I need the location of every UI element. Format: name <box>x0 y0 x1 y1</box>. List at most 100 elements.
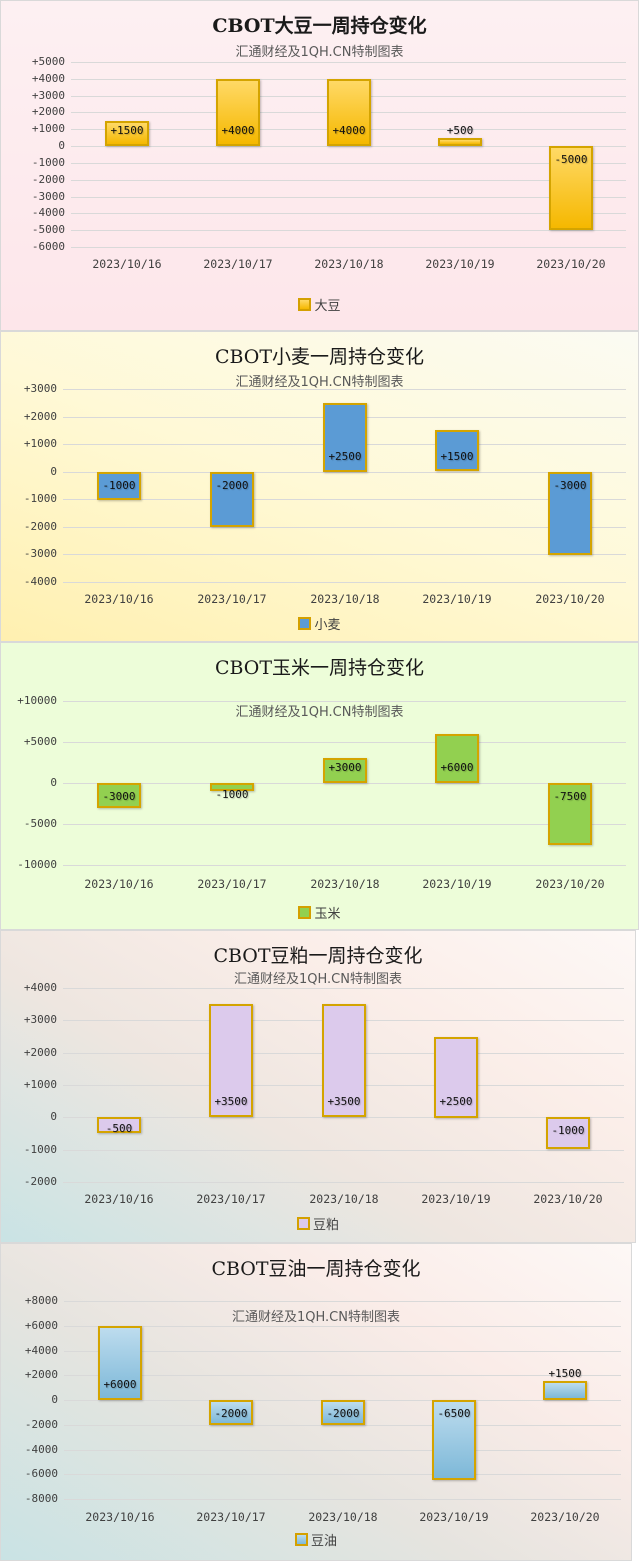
data-label: +6000 <box>103 1378 137 1391</box>
chart-title: CBOT小麦一周持仓变化 <box>214 346 425 368</box>
data-label: +4000 <box>221 124 255 137</box>
x-axis-tick: 2023/10/18 <box>310 877 380 891</box>
y-axis-tick: +2000 <box>24 1368 58 1381</box>
chart-title: CBOT豆粕一周持仓变化 <box>213 945 423 967</box>
y-axis-tick: 0 <box>50 1110 57 1123</box>
data-label: -2000 <box>214 1407 248 1420</box>
bar[interactable] <box>549 146 593 230</box>
x-axis-tick: 2023/10/19 <box>421 1192 491 1206</box>
data-label: +3500 <box>327 1095 361 1108</box>
gridline <box>71 146 626 147</box>
bar[interactable] <box>97 1117 141 1133</box>
data-label: -6500 <box>437 1407 471 1420</box>
legend-swatch-icon <box>298 298 312 311</box>
bar[interactable] <box>548 783 592 845</box>
chart-subtitle: 汇通财经及1QH.CN特制图表 <box>235 375 404 390</box>
bar[interactable] <box>323 758 367 783</box>
chart-legend[interactable]: 大豆 <box>1 295 638 314</box>
gridline <box>63 472 626 473</box>
y-axis-tick: -2000 <box>23 520 57 533</box>
x-axis-tick: 2023/10/18 <box>308 1510 378 1524</box>
x-axis-tick: 2023/10/17 <box>203 257 273 271</box>
gridline <box>63 742 626 743</box>
bar[interactable] <box>322 1004 366 1117</box>
legend-label: 豆粕 <box>312 1218 339 1233</box>
chart-panel-2: CBOT小麦一周持仓变化汇通财经及1QH.CN特制图表 +3000 +2000 +10… <box>0 331 639 642</box>
gridline <box>71 62 626 63</box>
bar[interactable] <box>210 472 254 527</box>
data-label: +6000 <box>440 761 474 774</box>
data-label: -5000 <box>554 153 588 166</box>
chart-panel-3: CBOT玉米一周持仓变化 汇通财经及1QH.CN特制图表 +10000 +5000 0 -… <box>0 642 639 930</box>
gridline <box>64 1474 621 1475</box>
y-axis-tick: 0 <box>51 1393 58 1406</box>
legend-label: 豆油 <box>310 1534 337 1549</box>
x-axis-tick: 2023/10/16 <box>84 877 154 891</box>
x-axis-tick: 2023/10/19 <box>425 257 495 271</box>
x-axis-tick: 2023/10/16 <box>84 592 154 606</box>
bar[interactable] <box>210 783 254 791</box>
bar[interactable] <box>97 783 141 808</box>
gridline <box>63 701 626 702</box>
gridline <box>63 1117 624 1118</box>
chart-subtitle: 汇通财经及1QH.CN特制图表 <box>234 972 402 987</box>
bar[interactable] <box>98 1326 142 1400</box>
x-axis-tick: 2023/10/16 <box>84 1192 154 1206</box>
gridline <box>63 499 626 500</box>
bar[interactable] <box>543 1381 587 1400</box>
bar[interactable] <box>546 1117 590 1149</box>
bar[interactable] <box>97 472 141 500</box>
gridline <box>64 1326 621 1327</box>
bar[interactable] <box>327 79 371 146</box>
y-axis-tick: +5000 <box>23 735 57 748</box>
y-axis-tick: +1000 <box>31 122 65 135</box>
bar[interactable] <box>209 1400 253 1425</box>
y-axis-tick: -4000 <box>31 206 65 219</box>
y-axis-tick: +1000 <box>23 437 57 450</box>
gridline <box>63 527 626 528</box>
bar[interactable] <box>434 1037 478 1118</box>
bar[interactable] <box>209 1004 253 1117</box>
chart-subtitle: 汇通财经及1QH.CN特制图表 <box>235 45 404 60</box>
chart-legend[interactable]: 豆粕 <box>1 1214 635 1233</box>
x-axis-tick: 2023/10/20 <box>536 257 606 271</box>
x-axis-tick: 2023/10/16 <box>85 1510 155 1524</box>
y-axis-tick: -1000 <box>23 1143 57 1156</box>
x-axis-tick: 2023/10/16 <box>92 257 162 271</box>
chart-subtitle: 汇通财经及1QH.CN特制图表 <box>232 1310 400 1325</box>
y-axis-tick: 0 <box>50 465 57 478</box>
chart-legend[interactable]: 豆油 <box>1 1530 631 1549</box>
gridline <box>63 389 626 390</box>
x-axis-tick: 2023/10/17 <box>197 877 267 891</box>
y-axis-tick: -2000 <box>23 1175 57 1188</box>
bar[interactable] <box>216 79 260 146</box>
y-axis-tick: -4000 <box>23 575 57 588</box>
bar[interactable] <box>321 1400 365 1425</box>
y-axis-tick: +4000 <box>31 72 65 85</box>
bar[interactable] <box>432 1400 476 1480</box>
x-axis-tick: 2023/10/20 <box>533 1192 603 1206</box>
data-label: +1500 <box>548 1367 582 1380</box>
y-axis-tick: -5000 <box>31 223 65 236</box>
y-axis-tick: +2000 <box>23 410 57 423</box>
y-axis-tick: 0 <box>58 139 65 152</box>
y-axis-tick: -3000 <box>31 190 65 203</box>
gridline <box>63 783 626 784</box>
y-axis-tick: -6000 <box>31 240 65 253</box>
gridline <box>64 1351 621 1352</box>
chart-legend[interactable]: 小麦 <box>1 614 638 633</box>
chart-legend[interactable]: 玉米 <box>1 903 638 922</box>
y-axis-tick: -5000 <box>23 817 57 830</box>
gridline <box>64 1499 621 1500</box>
bar[interactable] <box>323 403 367 472</box>
legend-swatch-icon <box>296 1217 310 1230</box>
bar[interactable] <box>438 138 482 146</box>
bar[interactable] <box>435 734 479 783</box>
bar[interactable] <box>548 472 592 555</box>
y-axis-tick: +3000 <box>23 382 57 395</box>
bar[interactable] <box>105 121 149 146</box>
y-axis-tick: -2000 <box>31 173 65 186</box>
gridline <box>63 988 624 989</box>
bar[interactable] <box>435 430 479 471</box>
chart-title: CBOT玉米一周持仓变化 <box>214 657 425 679</box>
